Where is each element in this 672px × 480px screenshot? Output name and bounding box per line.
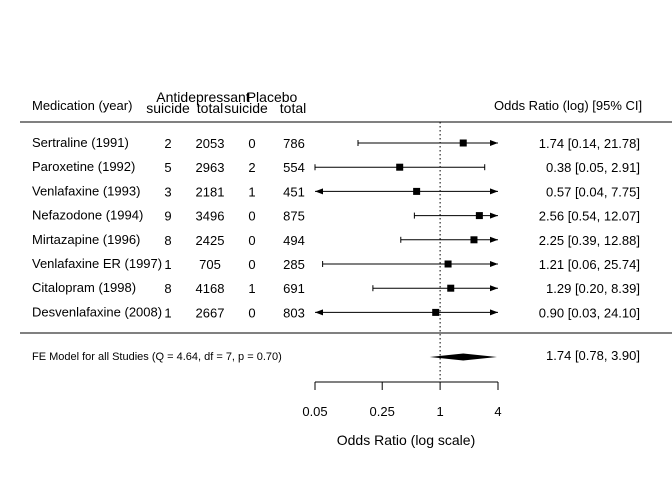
header-pl-total: total	[280, 100, 306, 116]
header-antidepressant: Antidepressant	[156, 89, 250, 105]
x-axis-label: Odds Ratio (log scale)	[337, 432, 476, 448]
pl-suicide-cell: 0	[248, 257, 255, 272]
study-label: Venlafaxine (1993)	[32, 183, 140, 198]
ad-total-cell: 2425	[196, 233, 225, 248]
study-row: Venlafaxine (1993) 3 2181 1 451 0.57 [0.04, 7…	[32, 183, 640, 199]
ad-total-cell: 705	[199, 257, 221, 272]
header-pl-suicide: suicide	[224, 100, 268, 116]
header-effect: Odds Ratio (log) [95% CI]	[494, 98, 642, 113]
pl-suicide-cell: 0	[248, 233, 255, 248]
summary-diamond	[429, 353, 497, 361]
ad-total-cell: 2053	[196, 136, 225, 151]
ci-arrow-right	[490, 236, 498, 243]
pl-suicide-cell: 0	[248, 136, 255, 151]
or-text: 2.56 [0.54, 12.07]	[539, 209, 640, 224]
or-text: 1.74 [0.14, 21.78]	[539, 136, 640, 151]
or-text: 1.21 [0.06, 25.74]	[539, 257, 640, 272]
ad-total-cell: 2181	[196, 184, 225, 199]
study-label: Sertraline (1991)	[32, 135, 129, 150]
point-estimate	[432, 308, 440, 316]
x-tick-label: 4	[494, 404, 501, 419]
study-row: Nefazodone (1994) 9 3496 0 875 2.56 [0.54, 12…	[32, 208, 640, 224]
ad-suicide-cell: 8	[164, 233, 171, 248]
pl-suicide-cell: 0	[248, 305, 255, 320]
point-estimate	[396, 163, 404, 171]
x-tick-label: 0.05	[302, 404, 327, 419]
ad-total-cell: 2963	[196, 160, 225, 175]
x-tick-label: 1	[436, 404, 443, 419]
ci-arrow-right	[490, 309, 498, 316]
study-row: Venlafaxine ER (1997) 1 705 0 285 1.21 [0.06,…	[32, 256, 640, 272]
ad-suicide-cell: 3	[164, 184, 171, 199]
pl-total-cell: 451	[283, 184, 305, 199]
study-row: Paroxetine (1992) 5 2963 2 554 0.38 [0.05, 2.…	[32, 159, 640, 175]
table-header: Medication (year) Antidepressant Placebo…	[32, 89, 642, 116]
ci-arrow-right	[490, 188, 498, 195]
pl-suicide-cell: 1	[248, 281, 255, 296]
header-placebo: Placebo	[247, 89, 298, 105]
pl-total-cell: 786	[283, 136, 305, 151]
summary-or-text: 1.74 [0.78, 3.90]	[546, 348, 640, 363]
study-row: Mirtazapine (1996) 8 2425 0 494 2.25 [0.39, 1…	[32, 232, 640, 248]
study-label: Nefazodone (1994)	[32, 208, 143, 223]
ci-arrow-right	[490, 140, 498, 146]
x-axis: 0.05 0.25 1 4 Odds Ratio (log scale)	[302, 381, 502, 448]
or-text: 0.38 [0.05, 2.91]	[546, 160, 640, 175]
header-ad-suicide: suicide	[146, 100, 190, 116]
or-text: 0.90 [0.03, 24.10]	[539, 305, 640, 320]
ad-suicide-cell: 9	[164, 209, 171, 224]
study-row: Sertraline (1991) 2 2053 0 786 1.74 [0.14, 21…	[32, 135, 640, 151]
point-estimate	[444, 260, 452, 268]
ad-total-cell: 2667	[196, 305, 225, 320]
study-label: Desvenlafaxine (2008)	[32, 304, 162, 319]
ci-arrow-right	[490, 212, 498, 219]
point-estimate	[413, 187, 421, 195]
point-estimate	[447, 284, 455, 292]
pl-total-cell: 554	[283, 160, 305, 175]
pl-total-cell: 494	[283, 233, 305, 248]
ci-arrow-left	[315, 309, 323, 316]
header-medication: Medication (year)	[32, 98, 132, 113]
ci-arrow-left	[315, 188, 323, 195]
ad-suicide-cell: 2	[164, 136, 171, 151]
ad-suicide-cell: 1	[164, 257, 171, 272]
pl-total-cell: 285	[283, 257, 305, 272]
ad-suicide-cell: 1	[164, 305, 171, 320]
study-label: Mirtazapine (1996)	[32, 232, 140, 247]
point-estimate	[470, 236, 478, 244]
pl-suicide-cell: 2	[248, 160, 255, 175]
study-label: Citalopram (1998)	[32, 280, 136, 295]
ad-suicide-cell: 5	[164, 160, 171, 175]
study-rows: Sertraline (1991) 2 2053 0 786 1.74 [0.14, 21…	[32, 135, 640, 320]
ci-arrow-right	[490, 261, 498, 267]
ad-total-cell: 3496	[196, 209, 225, 224]
or-text: 0.57 [0.04, 7.75]	[546, 184, 640, 199]
pl-total-cell: 875	[283, 209, 305, 224]
x-axis-ticks: 0.05 0.25 1 4	[302, 382, 502, 419]
header-ad-total: total	[197, 100, 223, 116]
ci-arrow-right	[490, 285, 498, 292]
pl-total-cell: 691	[283, 281, 305, 296]
study-label: Venlafaxine ER (1997)	[32, 256, 162, 271]
x-tick-label: 0.25	[370, 404, 395, 419]
point-estimate	[475, 212, 483, 220]
ad-suicide-cell: 8	[164, 281, 171, 296]
point-estimate	[459, 139, 467, 147]
or-text: 2.25 [0.39, 12.88]	[539, 233, 640, 248]
summary-label: FE Model for all Studies (Q = 4.64, df =…	[32, 351, 282, 363]
pl-suicide-cell: 0	[248, 209, 255, 224]
ad-total-cell: 4168	[196, 281, 225, 296]
pl-suicide-cell: 1	[248, 184, 255, 199]
study-row: Desvenlafaxine (2008) 1 2667 0 803 0.90 [0.03…	[32, 304, 640, 320]
pl-total-cell: 803	[283, 305, 305, 320]
or-text: 1.29 [0.20, 8.39]	[546, 281, 640, 296]
summary-row: FE Model for all Studies (Q = 4.64, df =…	[32, 348, 640, 363]
study-label: Paroxetine (1992)	[32, 159, 135, 174]
study-row: Citalopram (1998) 8 4168 1 691 1.29 [0.20, 8.…	[32, 280, 640, 296]
